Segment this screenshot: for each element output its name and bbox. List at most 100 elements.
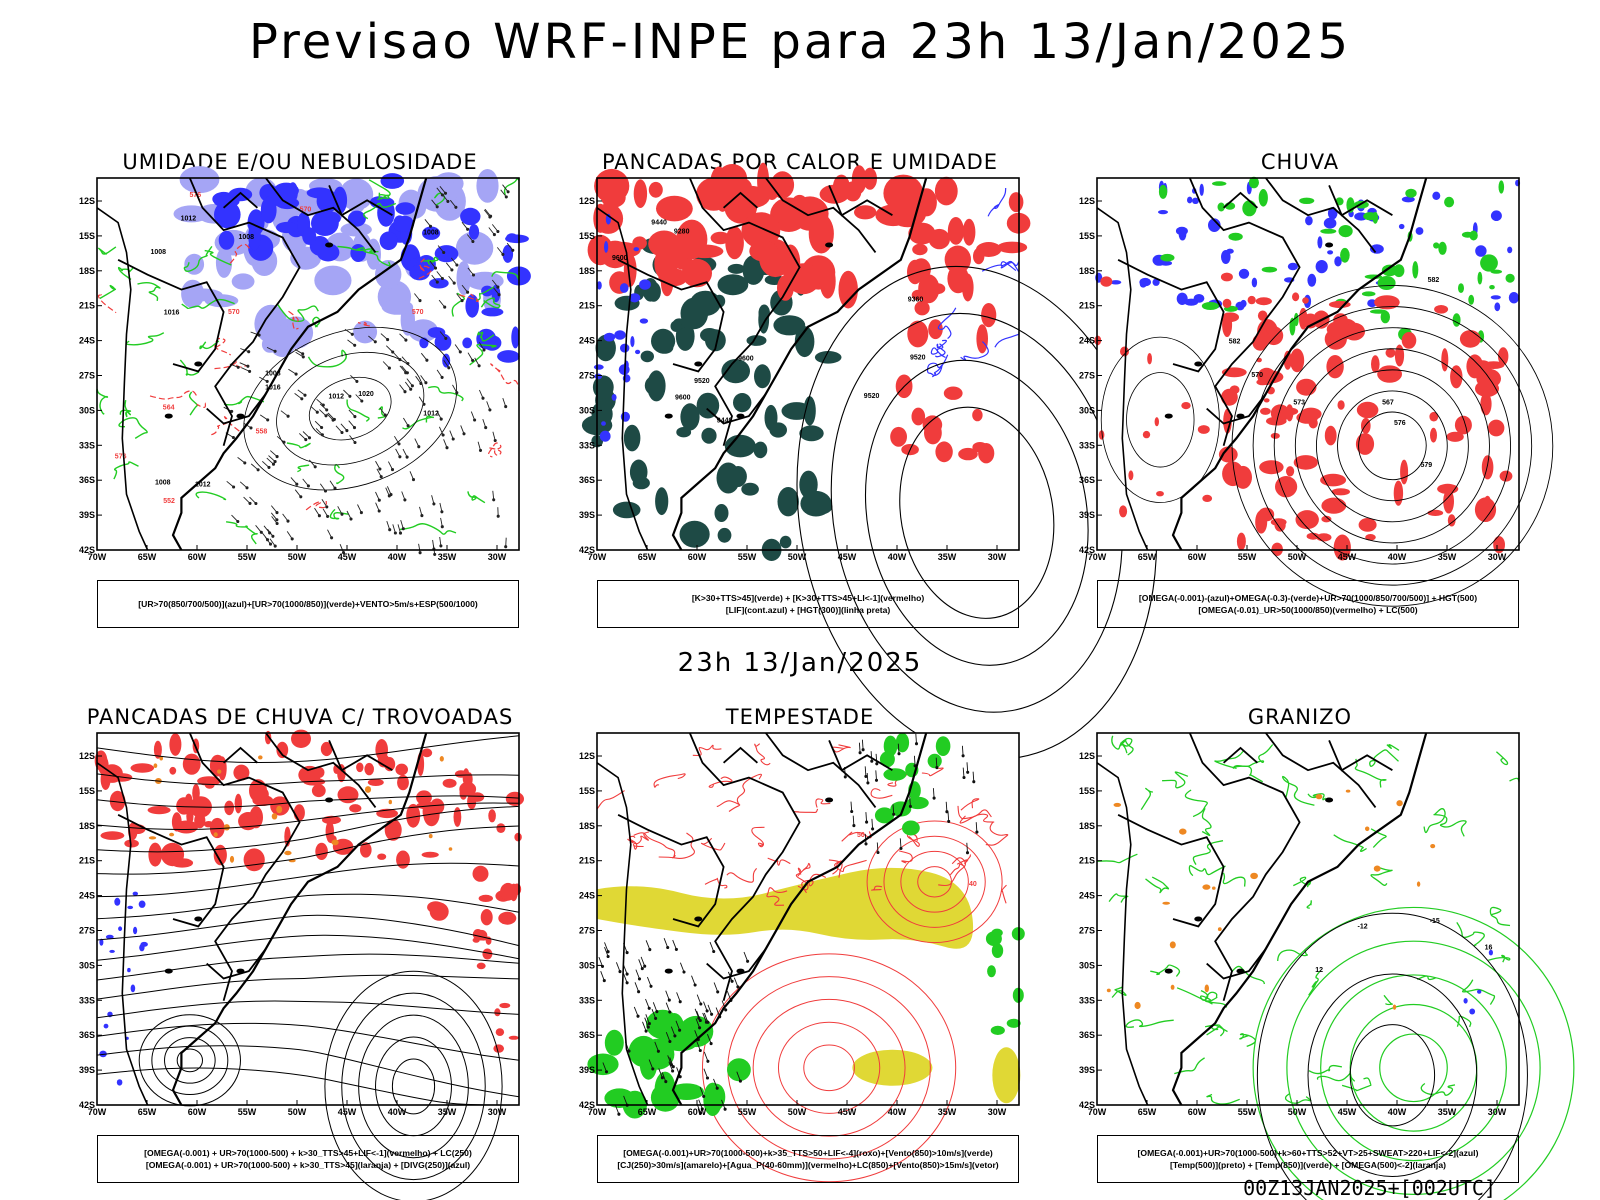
- humidity-low-levels-line: [199, 340, 220, 350]
- lon-tick-label: 50W: [788, 1107, 807, 1117]
- state-border: [688, 732, 801, 1002]
- hgt500-isolines-isoline: [1252, 306, 1533, 586]
- legend-line: [OMEGA(-0.001) + UR>70(1000-500) + k>30_…: [145, 1160, 471, 1170]
- wind850-vectors-head: [625, 972, 629, 976]
- omega-blue-cell: [1401, 196, 1415, 203]
- wind-vectors-head: [383, 413, 387, 417]
- precip-water-lines-line: [870, 885, 883, 891]
- mid-title: 23h 13/Jan/2025: [677, 648, 923, 678]
- rain-red-cell: [1446, 431, 1464, 442]
- state-border: [1206, 948, 1267, 980]
- contour-label: 582: [1229, 338, 1241, 345]
- omega-green-cell: [1405, 188, 1417, 198]
- wind850-vectors-head: [617, 1112, 621, 1116]
- wind850-vectors-north-shaft: [972, 771, 975, 782]
- contour-label: 9520: [910, 355, 926, 362]
- wind-vectors-head: [275, 511, 279, 515]
- wind850-green-e: [985, 927, 1025, 1035]
- wind-vectors-head: [403, 390, 407, 394]
- storm-red-east-cell: [429, 798, 445, 815]
- wind850-vectors-head: [606, 954, 610, 959]
- storm-red-cell: [315, 842, 328, 860]
- rain-red-cell: [1321, 515, 1332, 523]
- storm-red-se-cell: [493, 1044, 505, 1053]
- humidity-blue-east-cell: [442, 353, 451, 368]
- rain-red-cell: [1221, 388, 1238, 406]
- wind850-vectors-shaft: [679, 962, 685, 973]
- divergence-blue-cell: [139, 943, 145, 952]
- lc850-labels: 50 40: [857, 832, 977, 888]
- west-coastline: [96, 207, 149, 551]
- storm-red-cell: [364, 762, 375, 776]
- wind-vectors-head: [504, 545, 508, 549]
- instability-red-east-cell: [962, 273, 974, 302]
- wind-vectors-head: [236, 519, 240, 524]
- hgt500-isolines-isoline: [1231, 285, 1554, 607]
- humidity-blue-east-cell: [468, 224, 480, 240]
- wind-vectors-head: [424, 381, 428, 385]
- rain-red-west: [1094, 272, 1309, 518]
- wind850-vectors-shaft: [642, 1021, 647, 1032]
- wind850-vectors-north-head: [852, 824, 856, 828]
- wind-vectors-north-head: [454, 205, 458, 209]
- humidity-blue-cell: [317, 188, 332, 206]
- map-frame: [1096, 732, 1520, 1106]
- wind-vectors-head: [386, 338, 390, 342]
- instability-green-cell: [696, 392, 720, 419]
- lat-tick-label: 15S: [79, 231, 95, 241]
- temp850-lines-line: [1200, 990, 1212, 1002]
- instability-red-south: [890, 374, 995, 464]
- instability-red-cell: [656, 195, 693, 222]
- wind850-vectors-shaft: [600, 971, 605, 981]
- storm-orange-cell: [388, 799, 392, 805]
- lif-blue-cell: [630, 336, 635, 348]
- hgt500-isolines-isoline: [1294, 348, 1490, 544]
- thickness-lines-line: [229, 243, 251, 264]
- wind-vectors-head: [249, 426, 253, 430]
- contour-label: 570: [412, 309, 424, 316]
- omega-blue-cell: [1415, 227, 1424, 235]
- wind850-vectors-shaft: [743, 951, 749, 962]
- omega500-orange-cell: [1430, 844, 1436, 849]
- lat-tick-label: 18S: [579, 821, 595, 831]
- streamline: [96, 1000, 520, 1019]
- rain-red-cell: [1393, 480, 1404, 506]
- streamline: [96, 805, 520, 853]
- wind850-vectors-north-head: [866, 781, 870, 785]
- wind850-vectors-shaft: [699, 1086, 705, 1097]
- coastline-borders: [596, 177, 928, 551]
- instability-red-east-cell: [997, 241, 1028, 254]
- humidity-blue-cell: [347, 210, 366, 227]
- lat-tick-label: 42S: [79, 545, 95, 555]
- temp850-lines-line: [1192, 840, 1224, 865]
- streamline: [96, 1067, 519, 1106]
- lake-mark: [825, 242, 834, 248]
- contour-label: 567: [1382, 400, 1394, 407]
- instability-green-cell: [623, 424, 641, 452]
- humidity-low-levels-line: [119, 399, 132, 418]
- humidity-low-levels-line: [428, 386, 464, 402]
- humidity-low-levels-line: [377, 406, 387, 419]
- wind-vectors-head: [236, 365, 240, 369]
- humidity-blue-cell: [350, 244, 367, 262]
- contour-label: 1012: [181, 216, 197, 223]
- storm-orange-cell: [153, 763, 158, 768]
- rain-red-cell: [1365, 534, 1376, 541]
- wind850-vectors-head: [723, 1107, 727, 1111]
- rain-red-west-cell: [1142, 430, 1151, 439]
- wind850-vectors-head: [678, 1028, 682, 1032]
- wind850-vectors-head: [656, 1049, 660, 1053]
- lon-tick-label: 55W: [1238, 552, 1257, 562]
- panel-title: CHUVA: [1260, 150, 1340, 174]
- hgt500-isolines-isoline: [1358, 411, 1427, 481]
- lon-tick-label: 70W: [88, 1107, 107, 1117]
- wind850-vectors-shaft: [696, 1041, 701, 1051]
- wind-vectors-head: [266, 418, 270, 422]
- storm-red-cell: [169, 766, 177, 775]
- wind850-vectors-head: [667, 998, 671, 1002]
- omega-green-cell: [1444, 196, 1455, 208]
- wind-vectors-head: [440, 525, 444, 529]
- wind-vectors-north-head: [443, 305, 447, 309]
- storm-red-cell: [147, 806, 171, 815]
- precip-water-lines-line: [653, 773, 686, 788]
